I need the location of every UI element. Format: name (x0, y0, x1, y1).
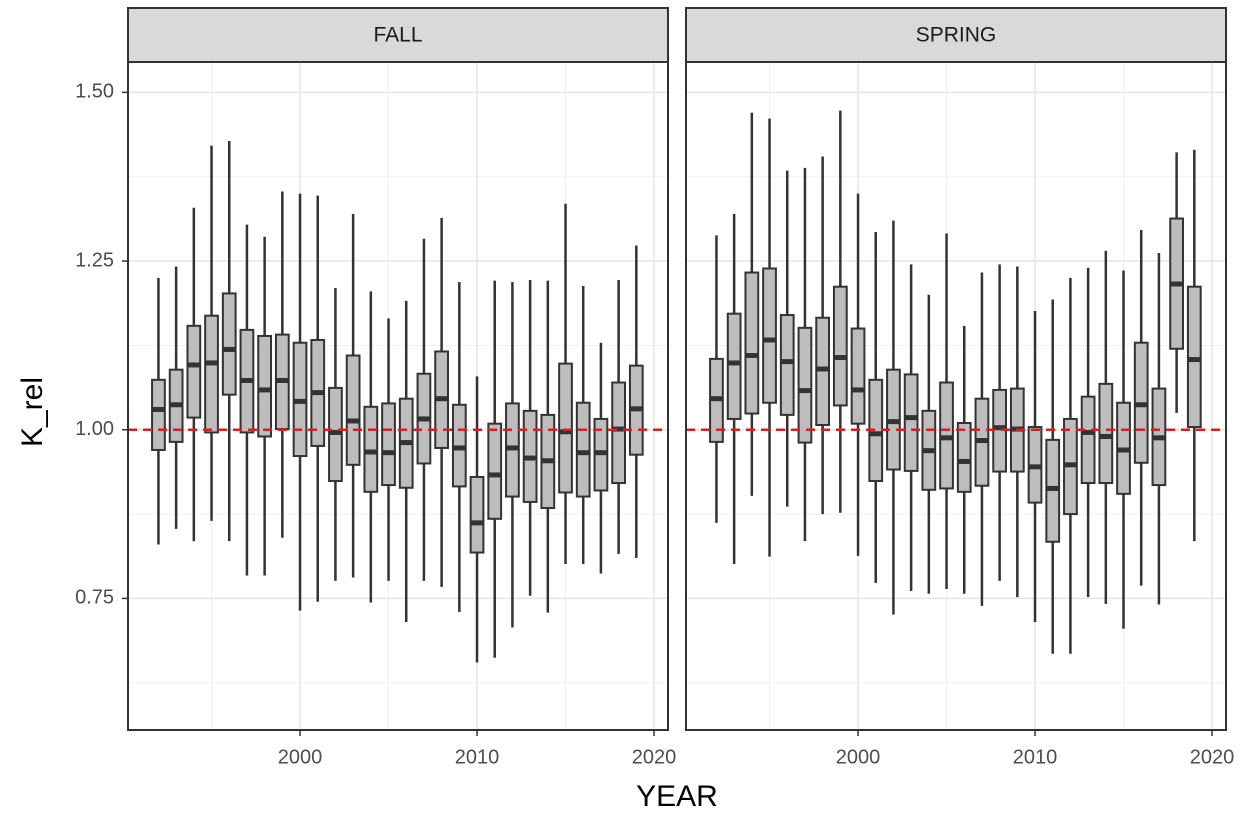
box (1080, 395, 1096, 485)
box (797, 326, 813, 444)
x-axis-title: YEAR (636, 780, 718, 813)
box (204, 314, 219, 434)
x-tick-label: 2010 (455, 746, 500, 768)
box (903, 373, 919, 472)
box (1186, 285, 1202, 429)
strip-label: FALL (373, 24, 422, 47)
y-tick-label: 1.00 (75, 418, 114, 440)
box (186, 324, 202, 419)
box (363, 405, 379, 493)
box (832, 285, 848, 407)
box (381, 402, 396, 487)
box (575, 401, 591, 498)
x-tick-label: 2020 (632, 746, 677, 768)
box (487, 422, 503, 520)
box (151, 378, 166, 451)
box (762, 267, 777, 404)
box (956, 421, 972, 493)
box (469, 475, 485, 554)
box (611, 381, 626, 485)
box (345, 354, 361, 466)
box (726, 312, 742, 420)
x-tick-label: 2010 (1013, 746, 1058, 768)
box (744, 271, 760, 415)
box (779, 314, 795, 416)
box (1098, 382, 1114, 485)
x-tick-label: 2020 (1190, 746, 1235, 768)
box (221, 292, 237, 396)
box (850, 327, 866, 425)
box (558, 362, 573, 494)
strip (127, 7, 669, 63)
strip-label: SPRING (916, 24, 997, 47)
y-tick-label: 0.75 (75, 587, 114, 609)
x-tick-label: 2000 (278, 746, 323, 768)
y-tick-label: 1.25 (75, 249, 114, 271)
y-axis-title: K_rel (16, 377, 49, 447)
box (257, 334, 273, 438)
strip (685, 7, 1227, 63)
y-tick-label: 1.50 (75, 81, 114, 103)
x-tick-label: 2000 (836, 746, 881, 768)
